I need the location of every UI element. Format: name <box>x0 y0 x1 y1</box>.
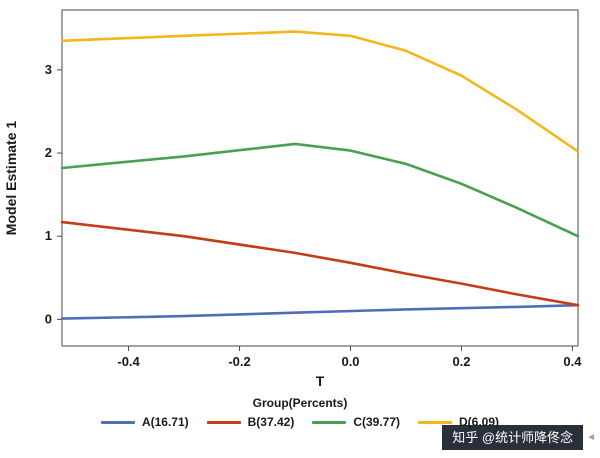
watermark-text: 知乎 @统计师降佟念 <box>442 425 584 450</box>
x-tick-label: 0.4 <box>563 354 582 369</box>
y-tick-label: 2 <box>45 145 52 160</box>
legend-swatch <box>206 420 241 424</box>
legend-title: Group(Percents) <box>252 396 348 410</box>
x-tick-label: 0.0 <box>341 354 359 369</box>
legend-swatch <box>418 420 453 424</box>
y-tick-label: 0 <box>45 311 52 326</box>
watermark-arrow-icon: ◄ <box>586 432 596 443</box>
legend-item: C(39.77) <box>312 415 400 429</box>
line-chart-svg: -0.4 -0.2 0.0 0.2 0.4 0 1 2 3 T Model Estimate 1 <box>3 9 582 389</box>
series-line-c <box>60 142 580 238</box>
legend-swatch <box>312 420 347 424</box>
x-axis-label: T <box>316 373 325 389</box>
legend-item-label: A(16.71) <box>141 415 189 429</box>
plot-frame <box>61 9 579 347</box>
x-tick-label: 0.2 <box>452 354 470 369</box>
x-tick-label: -0.2 <box>228 354 250 369</box>
series-line-b <box>60 220 580 307</box>
legend-item-label: C(39.77) <box>353 415 401 429</box>
y-tick-label: 3 <box>45 62 52 77</box>
legend-item: A(16.71) <box>100 415 189 429</box>
chart-legend: Group(Percents) A(16.71) B(37.42) C(39.77)… <box>0 396 600 429</box>
series-line-a <box>60 303 580 320</box>
y-axis-label: Model Estimate 1 <box>3 121 19 236</box>
series-line-d <box>60 30 580 153</box>
x-tick-label: -0.4 <box>117 354 140 369</box>
y-tick-label: 1 <box>45 228 52 243</box>
legend-item-label: B(37.42) <box>247 415 295 429</box>
watermark: 知乎 @统计师降佟念 ◄ <box>442 425 596 450</box>
legend-item: B(37.42) <box>206 415 295 429</box>
legend-swatch <box>100 420 135 424</box>
